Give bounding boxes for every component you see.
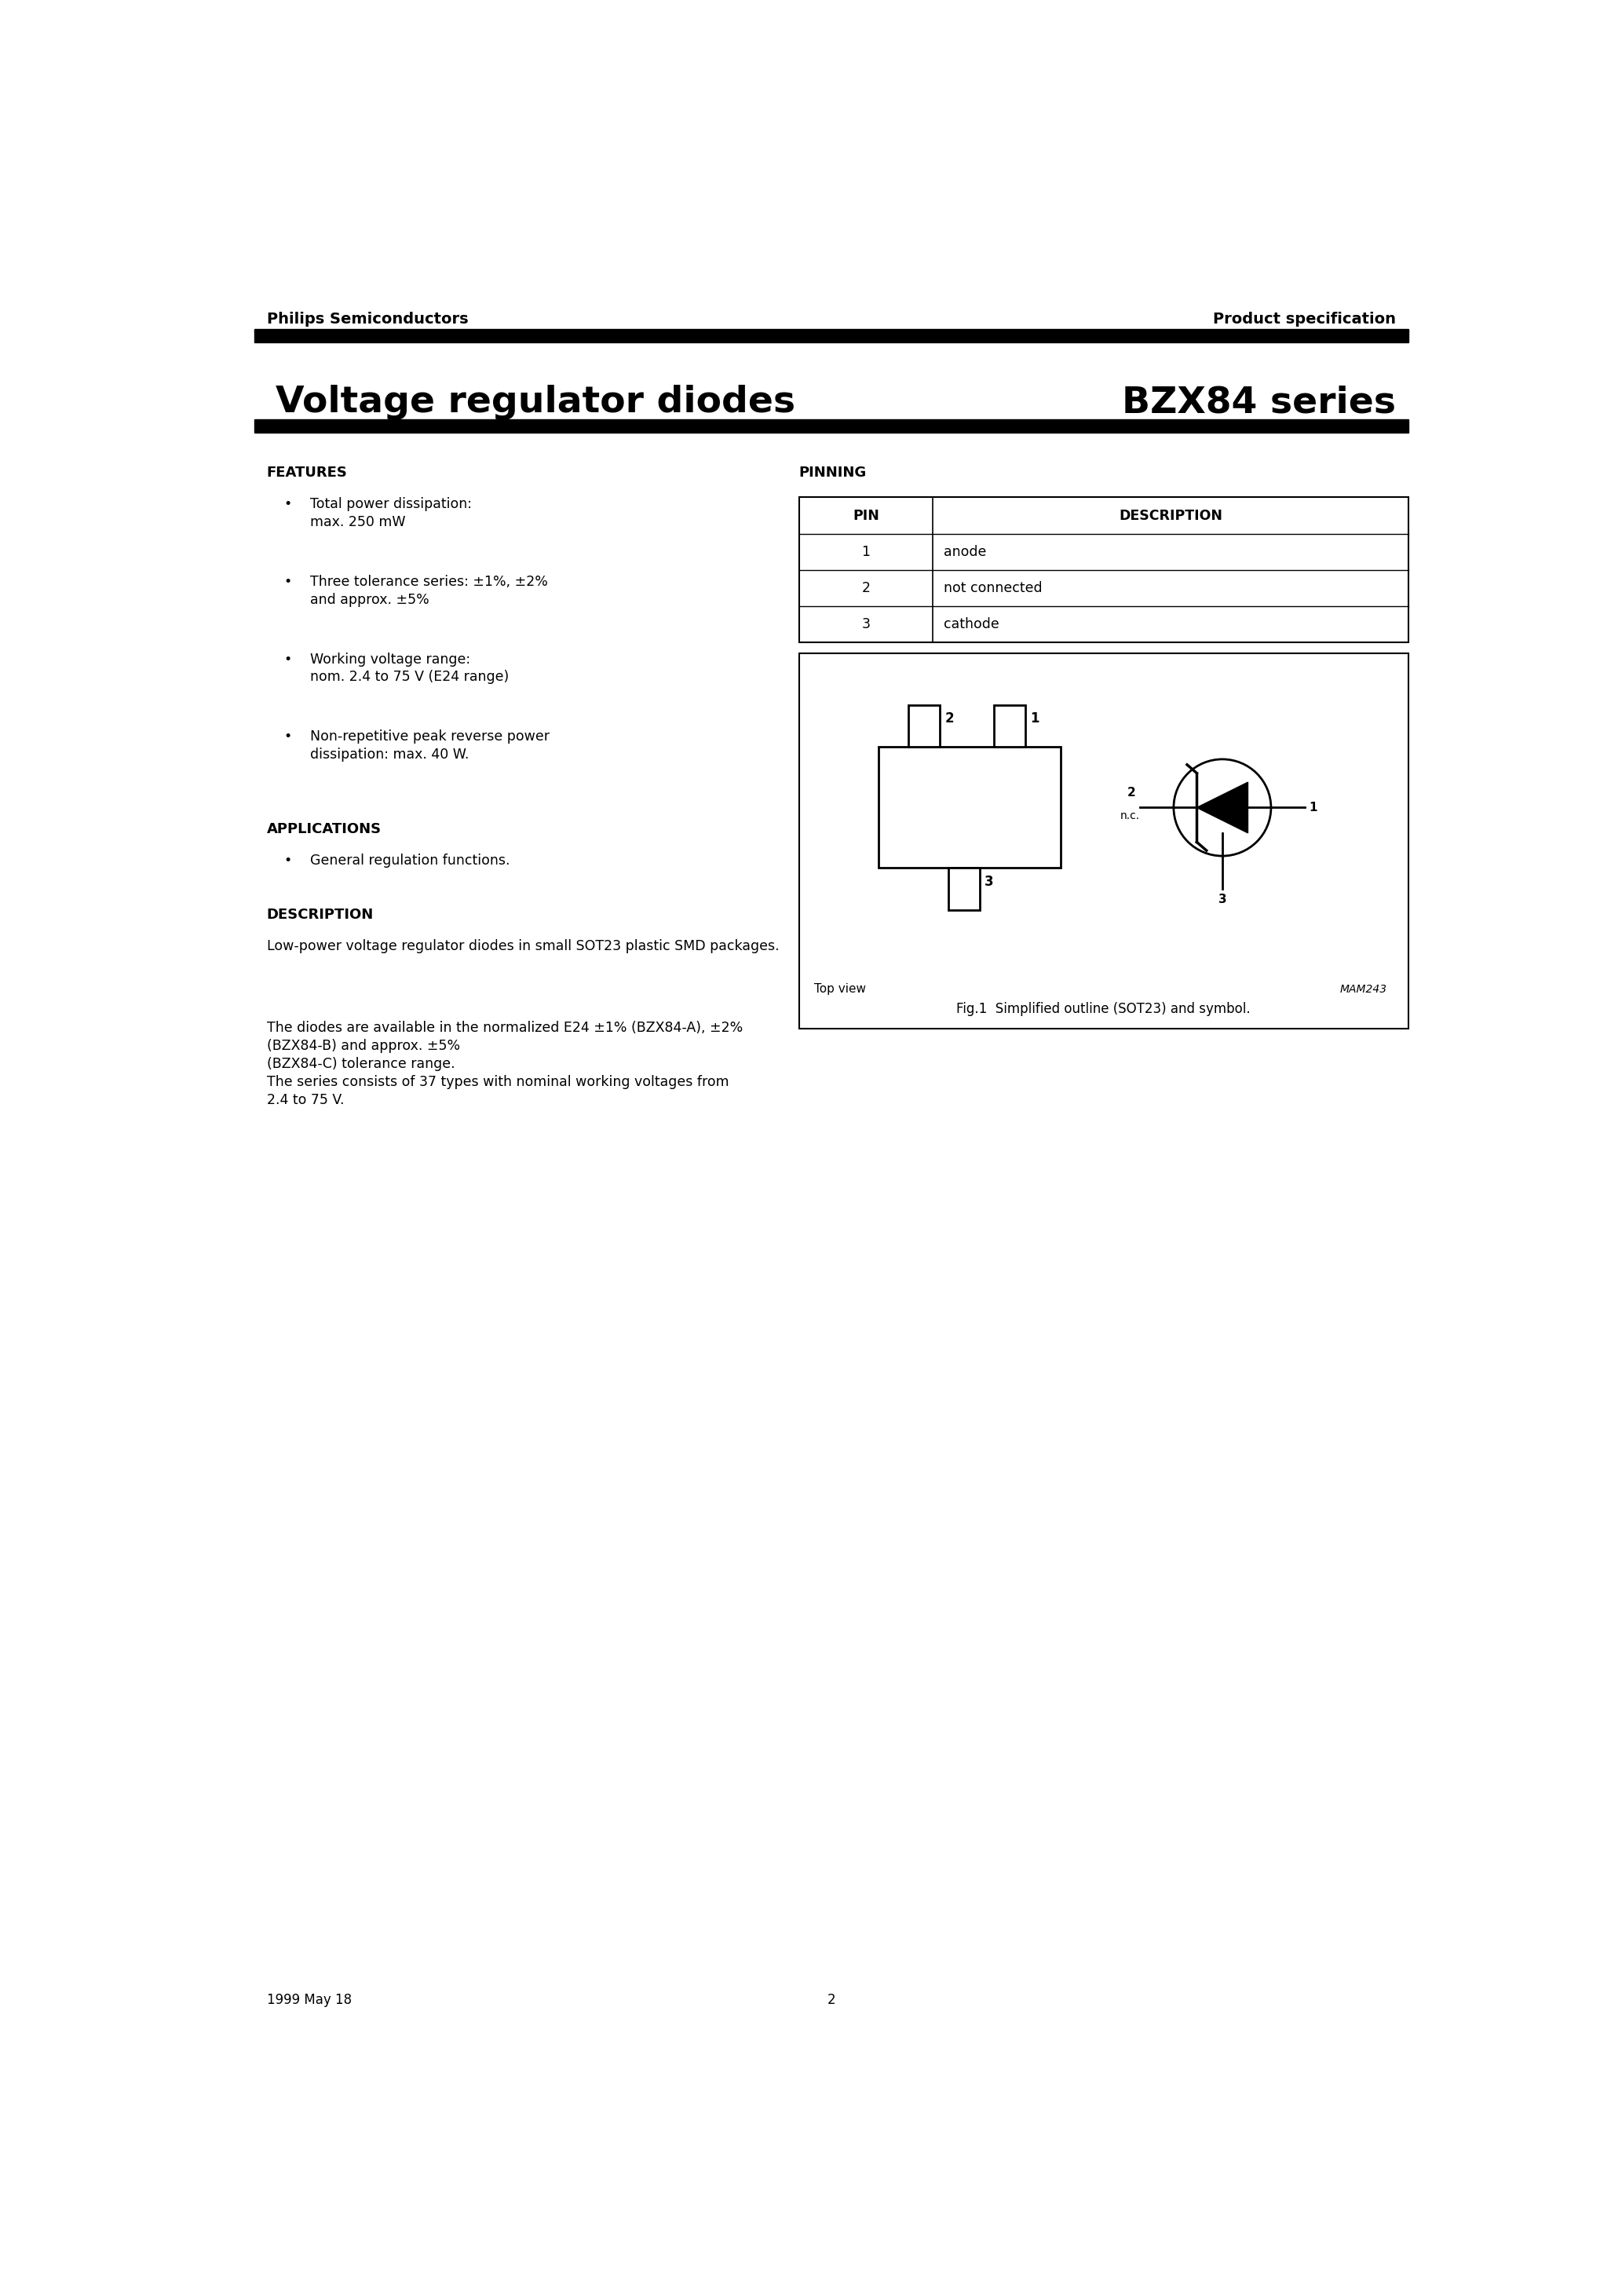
Text: DESCRIPTION: DESCRIPTION xyxy=(266,907,373,923)
Text: MAM243: MAM243 xyxy=(1340,985,1387,994)
Text: 3: 3 xyxy=(985,875,994,889)
Text: 2: 2 xyxy=(861,581,871,595)
Bar xyxy=(994,705,1025,746)
Polygon shape xyxy=(1197,783,1247,833)
Text: 2: 2 xyxy=(944,712,954,726)
Text: Product specification: Product specification xyxy=(1213,312,1397,326)
Bar xyxy=(878,746,1061,868)
Text: •: • xyxy=(284,498,292,512)
Text: 1: 1 xyxy=(1030,712,1040,726)
Text: Three tolerance series: ±1%, ±2%
and approx. ±5%: Three tolerance series: ±1%, ±2% and app… xyxy=(310,574,548,606)
Text: APPLICATIONS: APPLICATIONS xyxy=(266,822,381,836)
Text: •: • xyxy=(284,652,292,666)
Text: 3: 3 xyxy=(1218,893,1226,905)
Text: Fig.1  Simplified outline (SOT23) and symbol.: Fig.1 Simplified outline (SOT23) and sym… xyxy=(957,1001,1251,1017)
Text: 3: 3 xyxy=(861,618,871,631)
Text: FEATURES: FEATURES xyxy=(266,466,347,480)
Bar xyxy=(908,705,939,746)
Text: •: • xyxy=(284,854,292,868)
Text: PIN: PIN xyxy=(853,507,879,523)
Text: cathode: cathode xyxy=(944,618,999,631)
Text: Total power dissipation:
max. 250 mW: Total power dissipation: max. 250 mW xyxy=(310,498,472,530)
Bar xyxy=(949,868,980,912)
Text: 1: 1 xyxy=(1309,801,1317,813)
Text: General regulation functions.: General regulation functions. xyxy=(310,854,511,868)
Text: Low-power voltage regulator diodes in small SOT23 plastic SMD packages.: Low-power voltage regulator diodes in sm… xyxy=(266,939,779,953)
Text: Top view: Top view xyxy=(814,983,866,994)
Text: BZX84 series: BZX84 series xyxy=(1122,386,1397,420)
Text: not connected: not connected xyxy=(944,581,1043,595)
Text: n.c.: n.c. xyxy=(1121,810,1140,822)
Text: DESCRIPTION: DESCRIPTION xyxy=(1119,507,1223,523)
Bar xyxy=(800,498,1408,643)
Text: 2: 2 xyxy=(1127,788,1135,799)
Text: Philips Semiconductors: Philips Semiconductors xyxy=(266,312,469,326)
Bar xyxy=(255,420,1408,432)
Text: Voltage regulator diodes: Voltage regulator diodes xyxy=(276,386,796,420)
Text: 1999 May 18: 1999 May 18 xyxy=(266,1993,352,2007)
Text: PINNING: PINNING xyxy=(800,466,866,480)
Text: 2: 2 xyxy=(827,1993,835,2007)
Bar xyxy=(800,654,1408,1029)
Text: Non-repetitive peak reverse power
dissipation: max. 40 W.: Non-repetitive peak reverse power dissip… xyxy=(310,730,550,762)
Text: •: • xyxy=(284,574,292,590)
Bar xyxy=(255,328,1408,342)
Text: 1: 1 xyxy=(861,544,871,558)
Text: The diodes are available in the normalized E24 ±1% (BZX84-A), ±2%
(BZX84-B) and : The diodes are available in the normaliz… xyxy=(266,1022,743,1107)
Text: anode: anode xyxy=(944,544,986,558)
Text: Working voltage range:
nom. 2.4 to 75 V (E24 range): Working voltage range: nom. 2.4 to 75 V … xyxy=(310,652,509,684)
Text: •: • xyxy=(284,730,292,744)
